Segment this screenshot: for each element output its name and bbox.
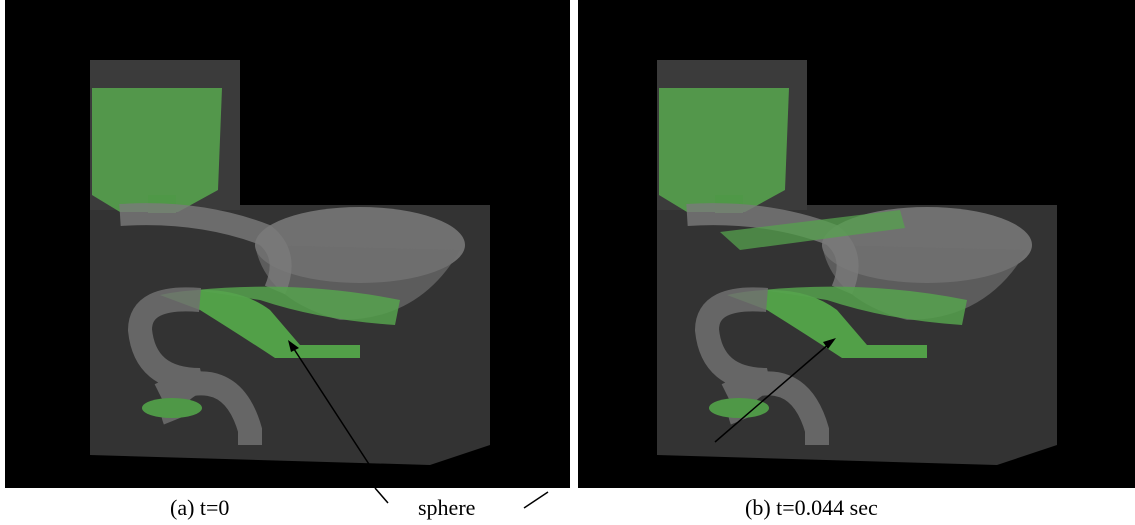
arrow-line xyxy=(375,488,388,503)
arrow-line xyxy=(524,492,548,508)
page: (a) t=0 sphere (b) t=0.044 sec (() => { … xyxy=(0,0,1135,525)
panel-caption: (b) t=0.044 sec xyxy=(745,495,878,520)
figure: (a) t=0 sphere (b) t=0.044 sec xyxy=(0,0,1135,525)
annotation-label: sphere xyxy=(418,495,475,520)
panel-caption: (a) t=0 xyxy=(170,495,229,520)
